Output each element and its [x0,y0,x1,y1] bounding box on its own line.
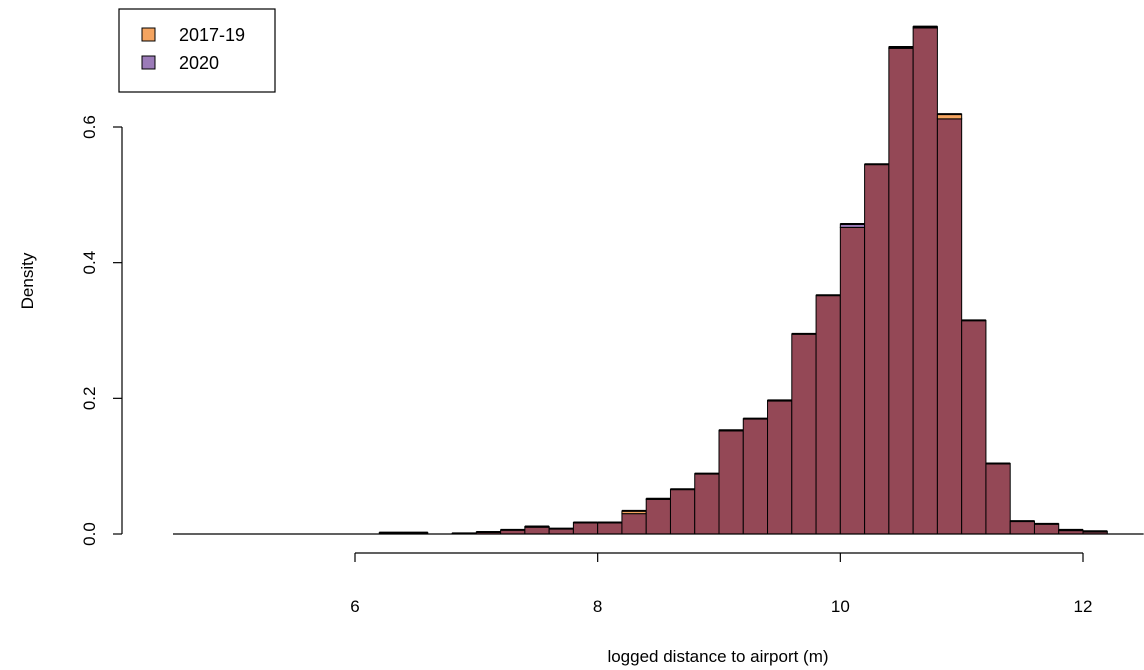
bar-overlap-9.0 [718,430,744,535]
y-tick-label-0.6: 0.6 [80,115,99,139]
y-tick-label-0.4: 0.4 [80,251,99,275]
bar-overlap-8.6 [669,488,696,535]
bar-overlap-8.4 [645,498,671,535]
bar-overlap-11.2 [985,462,1011,535]
legend-box [118,8,276,93]
axes: 6 8 10 12 0.0 0.2 0.4 0.6 [80,115,1144,616]
legend-swatch-2020 [141,55,156,70]
bar-overlap-10.4 [888,47,914,535]
legend-label-2017-19: 2017-19 [179,25,245,45]
bar-overlap-9.6 [791,333,817,535]
bar-overlap-11.6 [1033,523,1060,535]
x-tick-label-12: 12 [1074,597,1093,616]
bar-overlap-9.2 [742,418,769,535]
bar-overlap-8.2 [621,513,647,535]
x-tick-label-8: 8 [593,597,602,616]
bar-overlap-11.4 [1009,520,1035,535]
bar-overlap-7.4 [524,526,550,535]
legend-swatch-2017-19 [141,27,156,42]
bar-overlap-8.0 [597,521,623,535]
y-tick-label-0.2: 0.2 [80,387,99,411]
bar-overlap-10.2 [864,163,890,535]
histogram-bars [378,25,1108,535]
bar-overlap-10.6 [912,27,938,535]
bar-overlap-7.8 [572,521,599,535]
bar-overlap-9.8 [815,294,841,535]
legend-label-2020: 2020 [179,53,219,73]
x-tick-label-6: 6 [350,597,359,616]
bar-overlap-10.0 [839,226,866,535]
legend: 2017-19 2020 [118,8,276,93]
x-axis-label: logged distance to airport (m) [607,647,828,666]
y-axis-label: Density [18,252,37,309]
bar-overlap-11.0 [961,319,987,535]
y-tick-label-0.0: 0.0 [80,522,99,546]
bar-overlap-8.8 [694,473,720,535]
x-tick-label-10: 10 [831,597,850,616]
bar-overlap-9.4 [767,400,793,535]
bar-overlap-10.8 [936,118,963,535]
